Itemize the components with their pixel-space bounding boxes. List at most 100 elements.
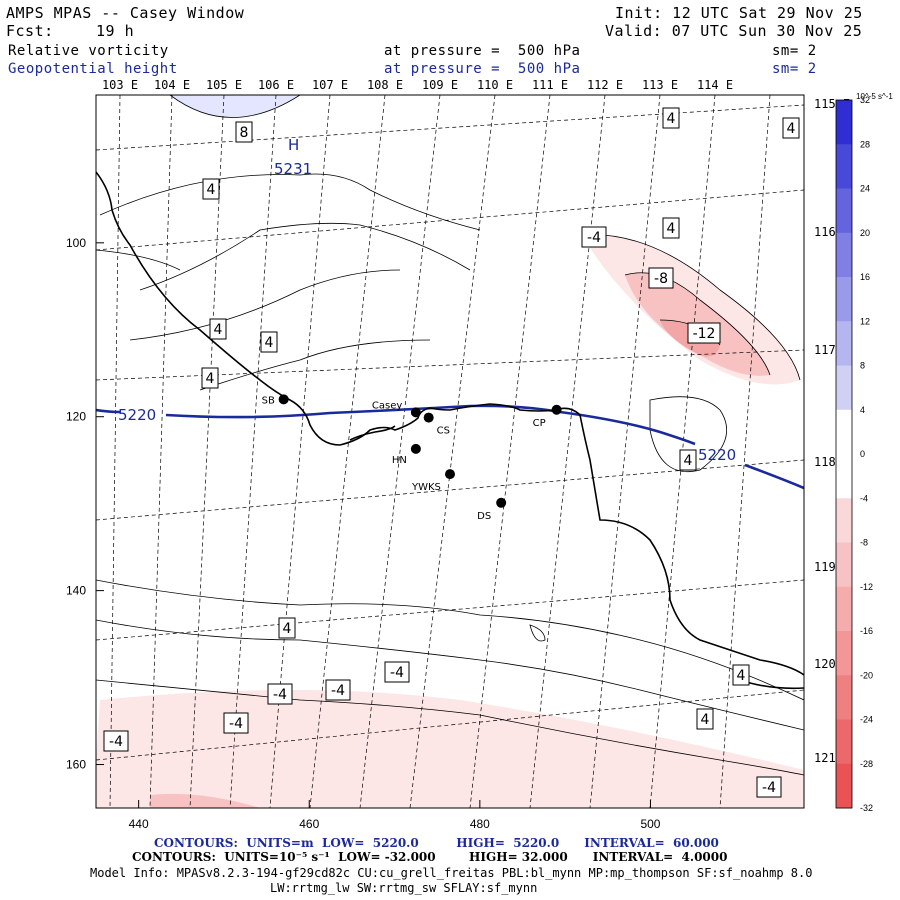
height-label-5220-west: 5220 (118, 406, 156, 424)
colorbar-segment (836, 277, 852, 322)
vorticity-label: -4 (390, 665, 404, 681)
height-contour-5220 (96, 404, 804, 490)
vorticity-label-box (201, 367, 219, 389)
footer-height-contours: CONTOURS: UNITS=m LOW= 5220.0 HIGH= 5220… (154, 836, 719, 850)
longitude-label: 114 E (697, 78, 733, 92)
colorbar-segment (836, 100, 852, 145)
colorbar-segment (836, 321, 852, 366)
station-dot (410, 443, 421, 454)
vorticity-label-box (267, 683, 293, 705)
high-marker-value: 5231 (274, 160, 312, 178)
axis-ticks: 440 460 480 500 100 120 140 160 (66, 236, 661, 831)
vorticity-label: -4 (762, 780, 776, 796)
vorticity-label: -12 (693, 326, 716, 342)
vorticity-label: 4 (684, 453, 693, 469)
vorticity-label-box (662, 107, 680, 129)
negative-vorticity-fill (96, 234, 804, 808)
vorticity-label-box (782, 117, 800, 139)
footer-model-info: Model Info: MPASv8.2.3-194-gf29cd82c CU:… (90, 866, 813, 880)
colorbar-tick-label: 8 (860, 361, 865, 371)
pressure-label-1: at pressure = 500 hPa (384, 43, 581, 59)
station-dot (410, 407, 421, 418)
forecast-value: 19 h (96, 22, 135, 40)
colorbar-segment (836, 232, 852, 278)
longitude-label: 109 E (422, 78, 458, 92)
vorticity-label-box (260, 331, 278, 353)
colorbar-segment (836, 409, 852, 455)
valid-time: Valid: 07 UTC Sun 30 Nov 25 (605, 22, 863, 40)
field-vorticity-label: Relative vorticity (8, 43, 169, 59)
smoothing-label-2: sm= 2 (772, 61, 817, 77)
colorbar-frame (835, 99, 853, 809)
plot-frame (95, 94, 805, 809)
colorbar-segment (836, 719, 852, 765)
vorticity-label-box (223, 712, 249, 734)
field-height-label: Geopotential height (8, 61, 178, 77)
high-marker-letter: H (288, 136, 299, 154)
vorticity-contours (96, 95, 804, 776)
colorbar-tick-label: 12 (860, 316, 870, 326)
vorticity-label-box (235, 121, 253, 143)
station-dot (445, 469, 455, 480)
y-tick-label: 100 (66, 236, 86, 250)
vorticity-label: 4 (283, 621, 292, 637)
colorbar-segment (836, 365, 852, 411)
station-label: SB (262, 395, 275, 406)
colorbar-segment (836, 763, 852, 809)
vorticity-label-box (278, 617, 296, 639)
vorticity-label-box (209, 318, 227, 340)
colorbar-tick-label: 20 (860, 228, 870, 238)
vorticity-label-box (384, 661, 410, 683)
vorticity-label: 4 (667, 111, 676, 127)
colorbar-tick-label: -8 (860, 538, 868, 548)
colorbar-segment (836, 675, 852, 720)
vorticity-label-box (732, 664, 750, 686)
colorbar-segment (836, 144, 852, 189)
longitude-label: 104 E (154, 78, 190, 92)
colorbar-tick-label: -12 (860, 582, 873, 592)
vorticity-label-box (103, 730, 129, 752)
forecast-label: Fcst: (6, 22, 54, 40)
vorticity-label-box (756, 776, 782, 798)
colorbar-tick-label: -16 (860, 626, 873, 636)
vorticity-label-box (648, 267, 674, 289)
vorticity-label-box (662, 217, 680, 239)
x-tick-label: 460 (299, 817, 319, 831)
longitude-label: 106 E (258, 78, 294, 92)
vorticity-label: -4 (331, 683, 345, 699)
longitude-label: 103 E (102, 78, 138, 92)
station-dot (423, 412, 434, 423)
station-label: DS (477, 511, 491, 522)
longitude-label: 112 E (587, 78, 623, 92)
colorbar-tick-label: 0 (860, 449, 865, 459)
colorbar-segment (836, 454, 852, 499)
vorticity-label: -4 (273, 687, 287, 703)
vorticity-label-box (202, 178, 220, 200)
colorbar-tick-label: -32 (860, 803, 873, 813)
footer-model-info-2: LW:rrtmg_lw SW:rrtmg_sw SFLAY:sf_mynn (270, 881, 538, 895)
colorbar-segment (836, 498, 852, 543)
station-dot (278, 394, 289, 405)
station-label: YWKS (411, 482, 441, 493)
vorticity-label-box (696, 708, 714, 730)
colorbar-tick-label: -28 (860, 759, 873, 769)
vorticity-label: 4 (207, 182, 216, 198)
longitude-label: 108 E (367, 78, 403, 92)
station-dot (551, 404, 562, 415)
longitude-label: 107 E (312, 78, 348, 92)
colorbar: 32 28 24 20 16 12 8 4 0 -4 -8 -12 -16 -20 -24 -28 -32 10^… (835, 92, 893, 813)
colorbar-tick-label: -20 (860, 670, 873, 680)
init-time: Init: 12 UTC Sat 29 Nov 25 (615, 4, 863, 22)
longitude-label: 110 E (477, 78, 513, 92)
footer-vorticity-contours: CONTOURS: UNITS=10⁻⁵ s⁻¹ LOW= -32.000 HI… (132, 850, 728, 864)
vorticity-label: 4 (787, 121, 796, 137)
colorbar-tick-label: 28 (860, 139, 870, 149)
vorticity-labels: 8 4 4 4 4 4 4 -4 -8 -12 4 4 4 -4 -4 -4 -4 -4 4 4 -4 (103, 107, 800, 798)
longitude-label: 111 E (532, 78, 568, 92)
colorbar-segment (836, 631, 852, 676)
vorticity-label-box (679, 449, 697, 471)
vorticity-label: -4 (109, 734, 123, 750)
colorbar-tick-label: 24 (860, 184, 870, 194)
vorticity-label-box (687, 322, 721, 344)
